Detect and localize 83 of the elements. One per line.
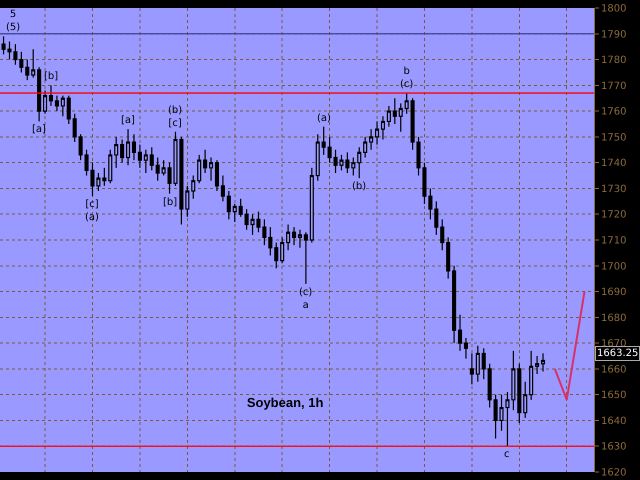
annotation: (a) xyxy=(317,113,332,124)
y-tick-label: 1680 xyxy=(601,312,626,324)
candlestick xyxy=(416,136,421,176)
annotation: (b) [c] xyxy=(168,105,182,129)
candlestick xyxy=(369,128,374,150)
candlestick xyxy=(43,90,48,114)
candlestick xyxy=(452,265,456,344)
candlestick xyxy=(132,134,136,161)
candlestick xyxy=(138,144,142,168)
y-tick-label: 1740 xyxy=(601,158,626,170)
candlestick xyxy=(54,95,59,112)
candlestick xyxy=(380,116,386,140)
candlestick xyxy=(386,105,391,128)
candlestick xyxy=(250,214,255,236)
candlestick xyxy=(428,188,432,220)
candlestick xyxy=(333,149,338,174)
candlestick xyxy=(2,36,6,55)
text: 1663.25 xyxy=(597,348,638,359)
candlestick xyxy=(214,159,220,192)
annotation: [b] xyxy=(163,197,178,208)
candlestick xyxy=(422,162,427,205)
candlestick xyxy=(90,162,95,197)
candlestick xyxy=(374,120,380,146)
y-tick-label: 1790 xyxy=(601,29,626,40)
candlestick xyxy=(244,208,249,230)
candlestick xyxy=(120,138,124,164)
candlestick xyxy=(286,224,290,251)
annotation: [b] xyxy=(44,71,58,82)
annotation: [c] (a) xyxy=(85,199,100,223)
y-tick-label: 1690 xyxy=(601,287,626,298)
y-tick-label: 1640 xyxy=(601,416,626,427)
candlestick xyxy=(179,136,184,226)
candlestick xyxy=(304,232,308,284)
y-tick-label: 1750 xyxy=(601,132,626,144)
candlestick xyxy=(499,394,504,432)
y-tick-label: 1720 xyxy=(601,210,626,221)
candlestick xyxy=(203,149,208,174)
y-tick-label: 1780 xyxy=(601,55,626,66)
candlestick xyxy=(208,156,214,182)
candlestick xyxy=(256,211,261,233)
y-tick-label: 1630 xyxy=(601,442,626,453)
candlestick xyxy=(470,352,474,385)
annotation: c xyxy=(504,449,510,460)
candlestick xyxy=(410,98,415,150)
candlestick xyxy=(464,337,468,360)
y-tick-label: 1620 xyxy=(601,468,626,478)
candlestick xyxy=(339,154,344,171)
candlestick xyxy=(262,218,266,246)
y-tick-label: 1770 xyxy=(601,80,626,92)
candlestick xyxy=(48,84,54,107)
candlestick xyxy=(162,159,166,176)
candlestick xyxy=(535,355,540,375)
candlestick xyxy=(13,43,18,66)
candlestick xyxy=(220,174,225,202)
annotation: b (c) xyxy=(400,66,414,90)
y-tick-label: 1760 xyxy=(601,106,626,118)
candlestick xyxy=(458,314,462,352)
candlestick xyxy=(328,136,332,164)
candlestick xyxy=(292,226,296,246)
annotation: (b) xyxy=(352,181,366,192)
y-tick-label: 1710 xyxy=(601,236,626,246)
y-tick-label: 1700 xyxy=(601,261,626,272)
text: Soybean, 1h xyxy=(246,394,324,410)
y-tick-label: 1800 xyxy=(601,4,626,14)
candlestick xyxy=(540,352,546,372)
candlestick xyxy=(345,152,350,174)
candlestick xyxy=(126,128,130,166)
candlestick xyxy=(84,149,89,176)
y-tick-label: 1730 xyxy=(601,184,626,195)
candlestick xyxy=(298,229,302,248)
annotation: (c) a xyxy=(299,287,312,311)
annotation: [a] xyxy=(32,124,46,135)
annotation: [a] xyxy=(121,115,136,126)
candlestick xyxy=(505,391,510,447)
candlestick xyxy=(7,40,12,60)
candlestick xyxy=(173,131,178,186)
annotation: 5 (5) xyxy=(6,9,20,33)
candlestick xyxy=(167,162,172,194)
candlestick xyxy=(511,350,516,411)
candlestick xyxy=(494,394,498,440)
y-tick-label: 1660 xyxy=(601,364,626,376)
candlestick xyxy=(96,172,100,192)
y-tick-label: 1650 xyxy=(601,390,626,402)
